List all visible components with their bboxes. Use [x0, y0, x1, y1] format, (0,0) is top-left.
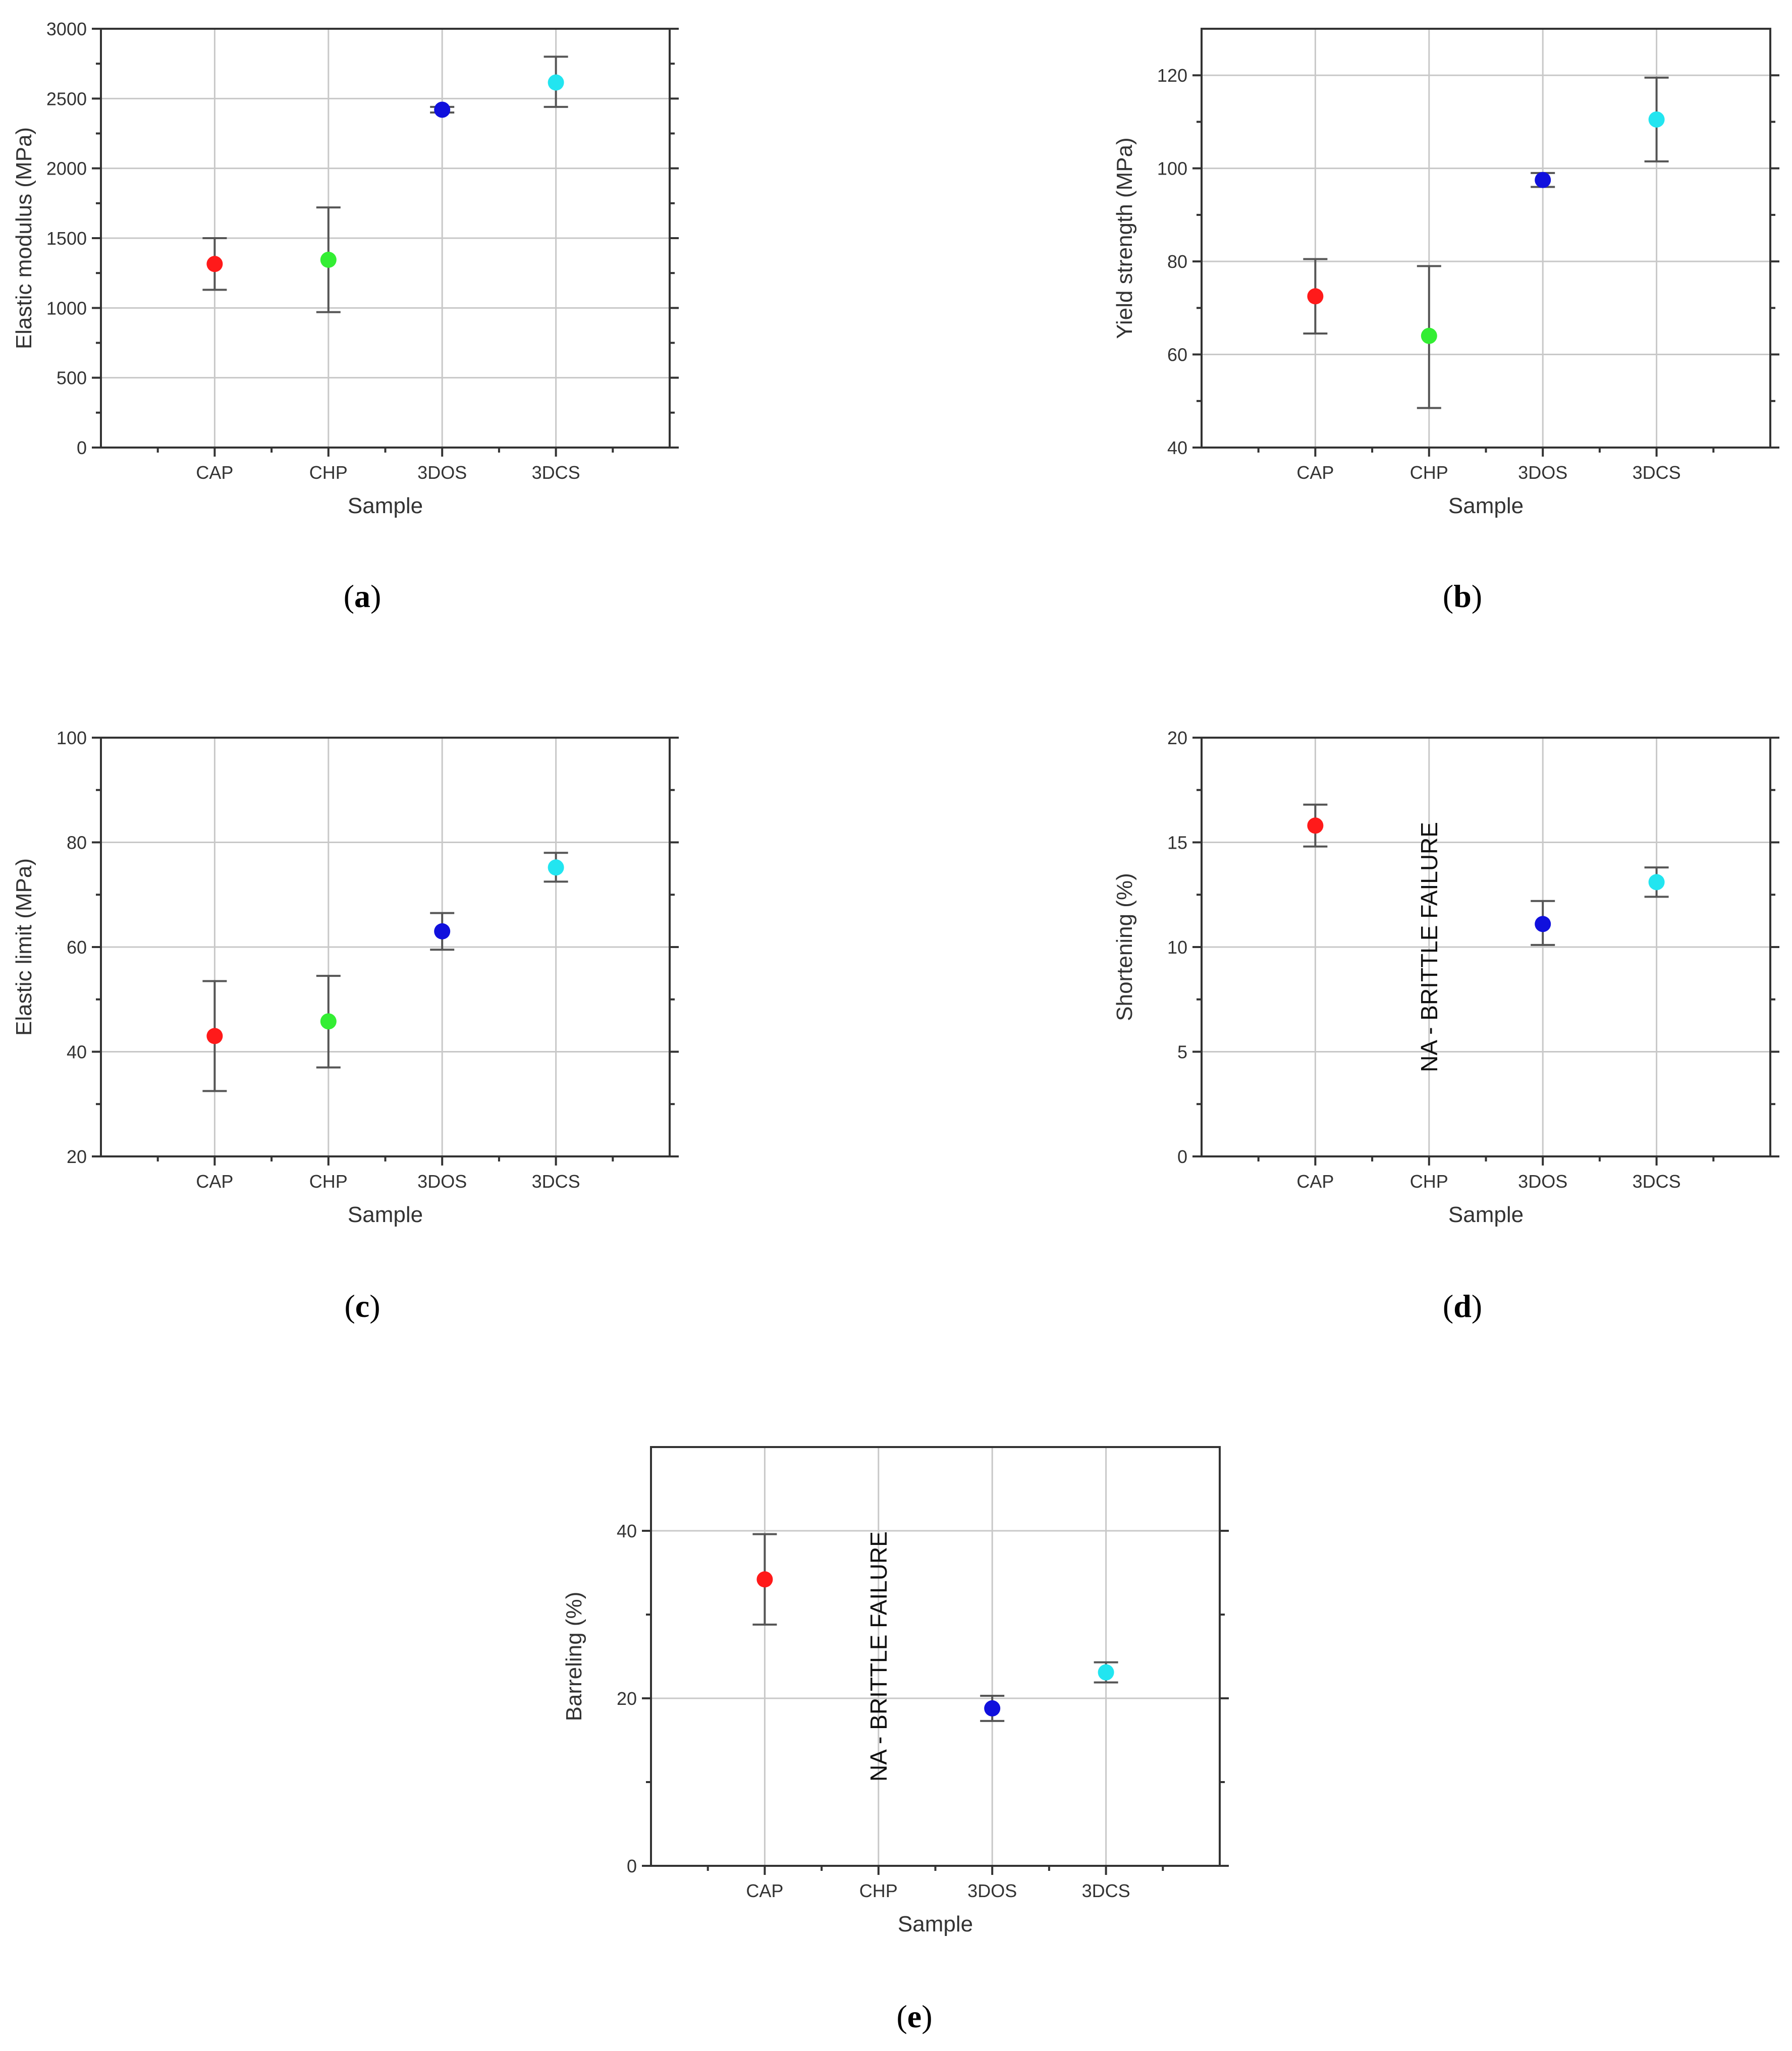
chart-panel-d: 0 5 10 15 20 CAP CHP 3DOS 3DCS Sample Shortening (…: [1112, 728, 1779, 1227]
x-tick-label: 3DOS: [967, 1880, 1017, 1901]
x-axis-title: Sample: [898, 1912, 973, 1936]
x-tick-label: CHP: [309, 462, 348, 483]
chart-panel-e: 0 20 40 CAP CHP 3DOS 3DCS Sample Barreling (%) NA…: [562, 1446, 1229, 1936]
x-tick-label: CHP: [859, 1880, 898, 1901]
x-tick-label: 3DCS: [532, 1171, 580, 1192]
x-axis-title: Sample: [1448, 493, 1524, 518]
y-axis-title: Elastic limit (MPa): [12, 858, 36, 1036]
data-point-3DCS: [1648, 111, 1665, 128]
y-axis-title: Elastic modulus (MPa): [12, 127, 36, 349]
data-point-3DOS: [434, 923, 451, 939]
chart-panel-b: 40 60 80 100 120 CAP CHP 3DOS 3DCS Sample Yield st…: [1112, 28, 1779, 518]
data-point-3DOS: [1535, 172, 1551, 188]
chart-panel-c: 20 40 60 80 100 CAP CHP 3DOS 3DCS Sample Elastic l…: [12, 728, 679, 1227]
plot-frame: [1201, 28, 1771, 449]
x-tick-label: CHP: [1410, 462, 1448, 483]
y-tick-label: 40: [1167, 437, 1187, 458]
x-axis-title: Sample: [1448, 1202, 1524, 1227]
x-tick-label: 3DCS: [1633, 462, 1681, 483]
y-tick-label: 0: [77, 437, 87, 458]
plot-frame: [100, 28, 671, 449]
y-tick-label: 15: [1167, 833, 1187, 853]
x-tick-label: CHP: [309, 1171, 348, 1192]
x-tick-label: 3DCS: [532, 462, 580, 483]
y-tick-label: 100: [1157, 158, 1187, 179]
y-tick-label: 40: [67, 1042, 87, 1063]
y-tick-label: 0: [627, 1856, 637, 1876]
y-tick-label: 3000: [46, 19, 87, 39]
x-tick-label: CAP: [196, 1171, 233, 1192]
annotation-text: NA - BRITTLE FAILURE: [1416, 822, 1442, 1072]
data-point-3DOS: [1535, 916, 1551, 932]
data-point-3DCS: [548, 859, 564, 876]
y-tick-label: 1500: [46, 228, 87, 249]
y-tick-label: 0: [1177, 1146, 1187, 1167]
y-tick-label: 20: [67, 1146, 87, 1167]
data-point-3DCS: [548, 74, 564, 91]
x-axis-title: Sample: [348, 1202, 423, 1227]
chart-panel-a: 0 500 1000 1500 2000 2500 3000 CAP CHP 3DOS 3DCS Sa…: [12, 19, 679, 518]
y-tick-label: 500: [57, 368, 87, 389]
y-tick-label: 60: [1167, 345, 1187, 365]
x-tick-label: CHP: [1410, 1171, 1448, 1192]
data-point-CAP: [1307, 817, 1324, 834]
data-point-CHP: [320, 251, 337, 268]
data-point-CHP: [320, 1013, 337, 1030]
x-tick-label: CAP: [1296, 462, 1334, 483]
y-tick-label: 80: [1167, 251, 1187, 272]
data-point-CAP: [1307, 288, 1324, 305]
y-tick-label: 40: [617, 1521, 637, 1541]
y-tick-label: 2000: [46, 158, 87, 179]
y-axis-title: Shortening (%): [1112, 873, 1137, 1021]
data-point-3DCS: [1648, 874, 1665, 891]
data-point-CAP: [206, 256, 223, 272]
x-tick-label: 3DCS: [1082, 1880, 1130, 1901]
panel-label-e: (e): [896, 1999, 932, 2034]
y-tick-label: 1000: [46, 298, 87, 318]
data-point-3DOS: [434, 101, 451, 118]
panel-label-b: (b): [1443, 578, 1482, 614]
annotation-text: NA - BRITTLE FAILURE: [865, 1531, 892, 1782]
x-tick-label: 3DOS: [1518, 462, 1567, 483]
y-tick-label: 120: [1157, 65, 1187, 86]
y-tick-label: 80: [67, 833, 87, 853]
y-axis-title: Barreling (%): [562, 1592, 586, 1722]
panel-label-c: (c): [344, 1288, 380, 1324]
plot-frame: [1201, 737, 1771, 1157]
panel-label-d: (d): [1443, 1288, 1482, 1324]
plot-frame: [100, 737, 671, 1157]
x-tick-label: CAP: [1296, 1171, 1334, 1192]
x-tick-label: 3DOS: [417, 462, 467, 483]
y-tick-label: 2500: [46, 88, 87, 109]
x-tick-label: CAP: [196, 462, 233, 483]
data-point-CHP: [1421, 327, 1437, 344]
x-tick-label: CAP: [746, 1880, 783, 1901]
data-point-3DCS: [1098, 1664, 1114, 1681]
data-point-3DOS: [984, 1700, 1001, 1716]
data-point-CAP: [756, 1571, 773, 1588]
y-axis-title: Yield strength (MPa): [1112, 137, 1137, 339]
data-point-CAP: [206, 1028, 223, 1044]
x-tick-label: 3DCS: [1633, 1171, 1681, 1192]
x-axis-title: Sample: [348, 493, 423, 518]
x-tick-label: 3DOS: [417, 1171, 467, 1192]
y-tick-label: 20: [1167, 728, 1187, 748]
plot-frame: [650, 1446, 1221, 1867]
y-tick-label: 60: [67, 937, 87, 958]
y-tick-label: 20: [617, 1688, 637, 1709]
y-tick-label: 100: [57, 728, 87, 748]
panel-label-a: (a): [344, 578, 382, 614]
x-tick-label: 3DOS: [1518, 1171, 1567, 1192]
y-tick-label: 5: [1177, 1042, 1187, 1063]
y-tick-label: 10: [1167, 937, 1187, 958]
